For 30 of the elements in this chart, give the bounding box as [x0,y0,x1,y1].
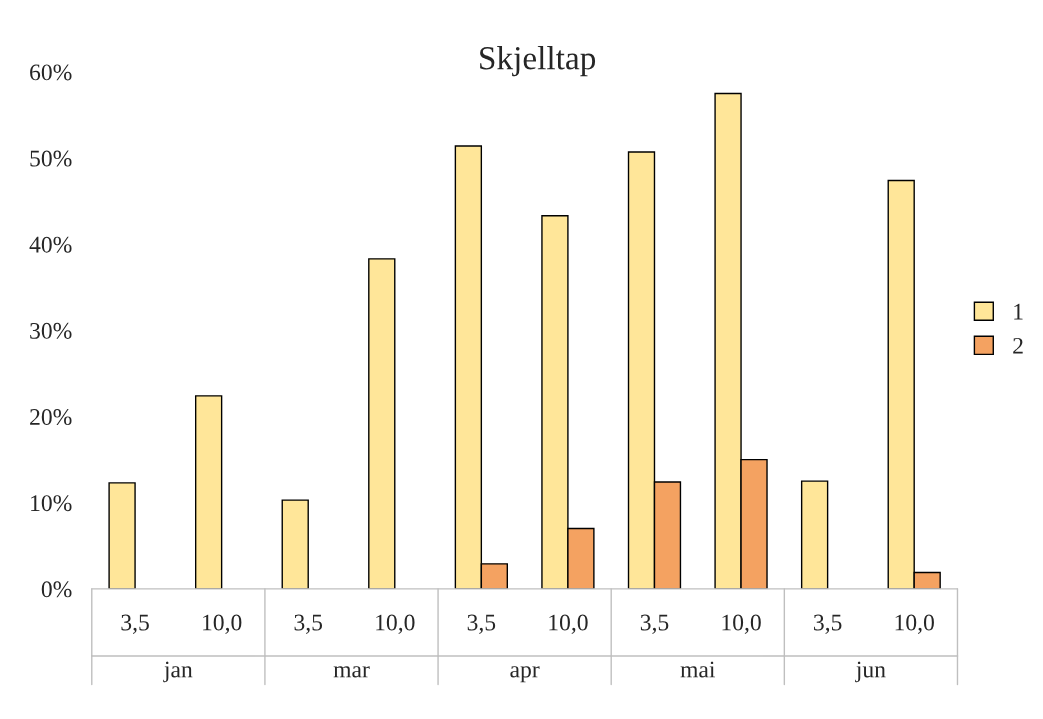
y-tick-label: 60% [30,64,72,81]
x-tick-label: 10,0 [376,614,415,634]
x-tick-label: 10,0 [895,614,934,634]
text: jan [163,661,193,683]
y-tick-label: 50% [30,150,72,167]
x-tick-label: 10,0 [549,614,588,634]
x-tick-label: 10,0 [722,614,761,634]
chart-title: Skjelltap [480,46,596,77]
bar [108,482,136,589]
legend-label: 1 [1014,303,1023,320]
bar [194,395,223,589]
y-tick-label: 20% [30,409,72,426]
y-tick-label: 10% [31,495,72,512]
y-tick-label: 0% [41,581,72,598]
text: mar [333,666,370,678]
text: mai [680,661,716,678]
x-tick-label: 10,0 [203,614,242,634]
bar [368,258,396,589]
text: apr [510,666,540,683]
bar [281,499,309,589]
y-tick-label: 30% [30,322,72,339]
x-tick-label: 3,5 [121,614,149,634]
bar [800,480,829,589]
y-tick-label: 40% [29,236,72,253]
legend-label: 2 [1013,337,1023,354]
x-tick-label: 3,5 [813,614,842,634]
x-tick-label: 3,5 [640,614,669,634]
x-tick-label: 3,5 [467,614,496,634]
text: jun [855,661,886,683]
x-tick-label: 3,5 [294,614,323,634]
